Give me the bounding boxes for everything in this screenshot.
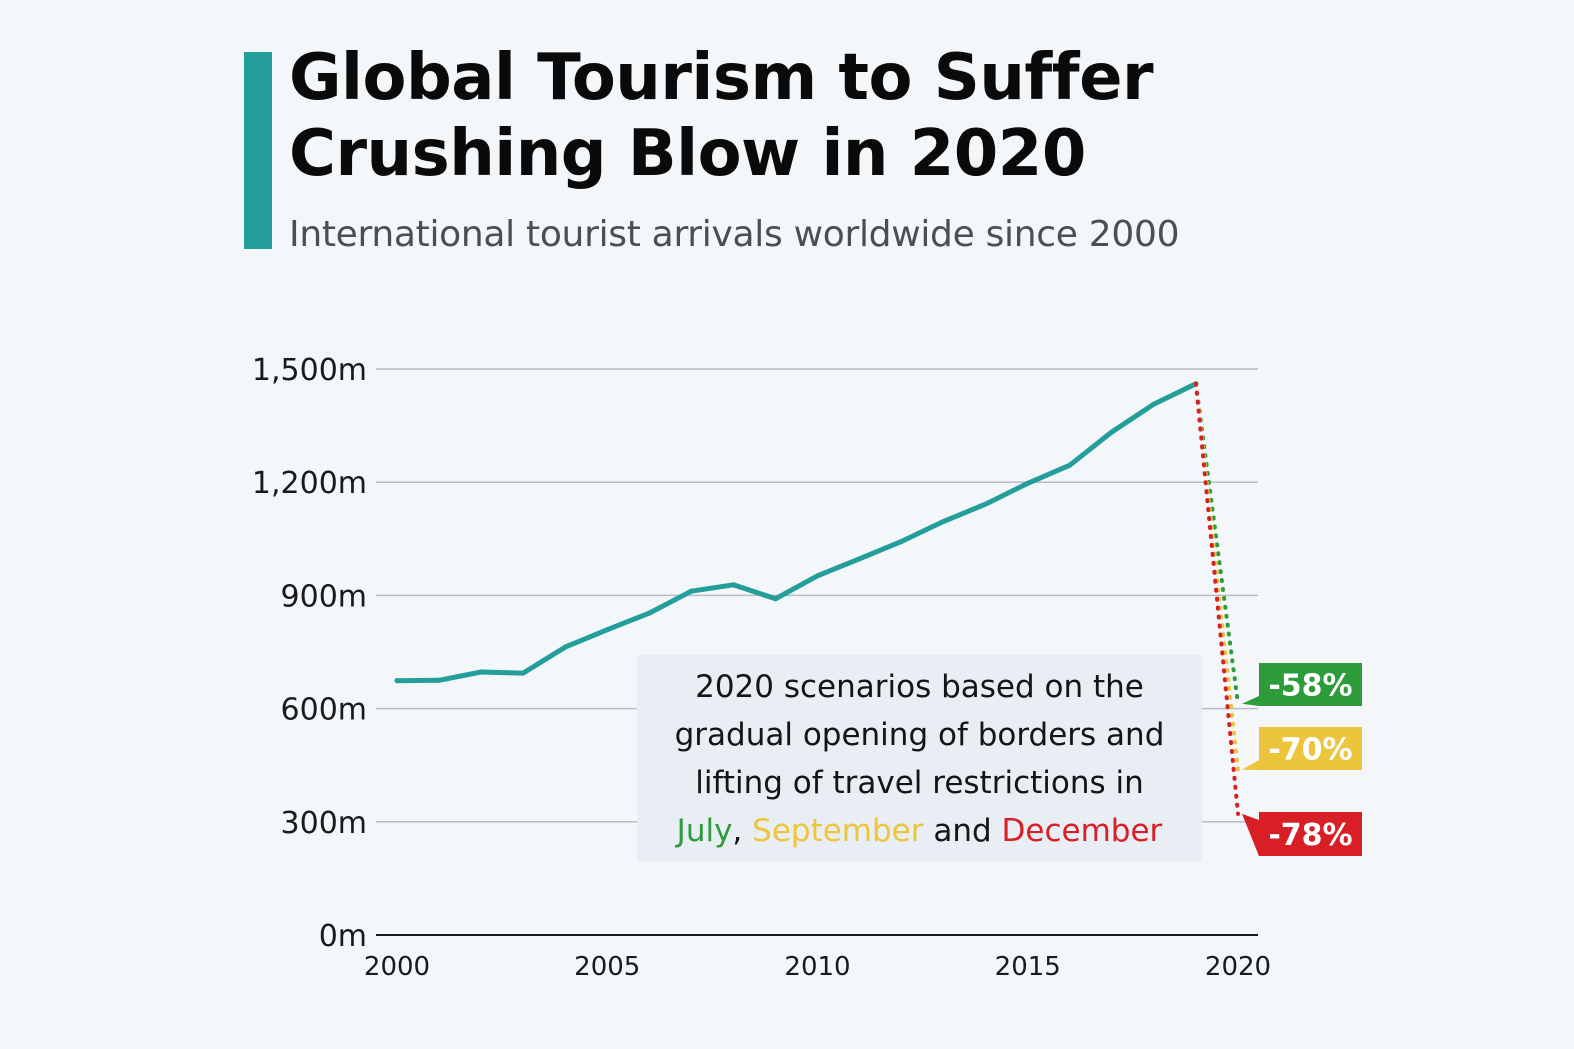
data-point — [1109, 429, 1115, 435]
x-tick-label: 2000 — [364, 952, 430, 982]
data-point — [1151, 401, 1157, 407]
y-tick-label: 900m — [281, 579, 367, 614]
data-point — [520, 670, 526, 676]
note-comma: , — [732, 813, 743, 849]
x-tick-label: 2010 — [784, 952, 850, 982]
data-point — [730, 582, 736, 588]
scenario-label-bg-july — [1242, 663, 1362, 706]
note-line-3: lifting of travel restrictions in — [695, 765, 1144, 801]
title-accent-bar — [244, 52, 272, 249]
data-point — [562, 644, 568, 650]
scenario-note: 2020 scenarios based on the gradual open… — [637, 655, 1202, 862]
data-point — [772, 596, 778, 602]
data-point — [646, 610, 652, 616]
data-point — [983, 501, 989, 507]
scenario-line-september — [1193, 381, 1240, 772]
data-point — [1067, 462, 1073, 468]
series-line — [394, 381, 1199, 684]
scenario-label-december: -78% — [1268, 818, 1352, 853]
x-tick-label: 2015 — [995, 952, 1061, 982]
chart-title: Global Tourism to Suffer Crushing Blow i… — [289, 41, 1154, 191]
note-line-1: 2020 scenarios based on the — [695, 669, 1144, 705]
scenario-line-july — [1193, 381, 1240, 706]
y-axis: 0m 300m 600m 900m 1,200m 1,500m — [252, 353, 367, 954]
note-july: July — [676, 813, 733, 849]
y-tick-label: 1,500m — [252, 353, 367, 388]
chart-subtitle: International tourist arrivals worldwide… — [289, 214, 1180, 255]
note-and: and — [933, 813, 992, 849]
x-axis: 2000 2005 2010 2015 2020 — [364, 952, 1271, 982]
data-point — [436, 677, 442, 683]
y-tick-label: 600m — [281, 693, 367, 728]
note-line-4: July, September and December — [647, 807, 1192, 855]
y-tick-label: 0m — [319, 919, 367, 954]
scenario-label-july: -58% — [1268, 669, 1352, 704]
data-point — [688, 588, 694, 594]
y-tick-label: 1,200m — [252, 466, 367, 501]
data-point — [394, 678, 400, 684]
scenario-line-december — [1193, 381, 1240, 816]
scenario-layer: -58% -70% -78% — [1193, 381, 1362, 856]
scenario-label-bg-december — [1242, 812, 1362, 856]
y-tick-label: 300m — [281, 806, 367, 841]
series-layer — [394, 381, 1199, 684]
scenario-label-bg-september — [1242, 727, 1362, 770]
data-point — [815, 573, 820, 579]
x-tick-label: 2005 — [574, 952, 640, 982]
scenario-label-september: -70% — [1268, 733, 1352, 768]
note-september: September — [752, 813, 924, 849]
note-line-2: gradual opening of borders and — [674, 717, 1165, 753]
note-december: December — [1001, 813, 1163, 849]
data-point — [857, 556, 863, 562]
data-point — [604, 627, 610, 633]
data-point — [941, 518, 947, 524]
data-point — [899, 538, 905, 544]
data-point — [478, 669, 484, 675]
x-tick-label: 2020 — [1205, 952, 1271, 982]
data-point — [1025, 480, 1031, 486]
